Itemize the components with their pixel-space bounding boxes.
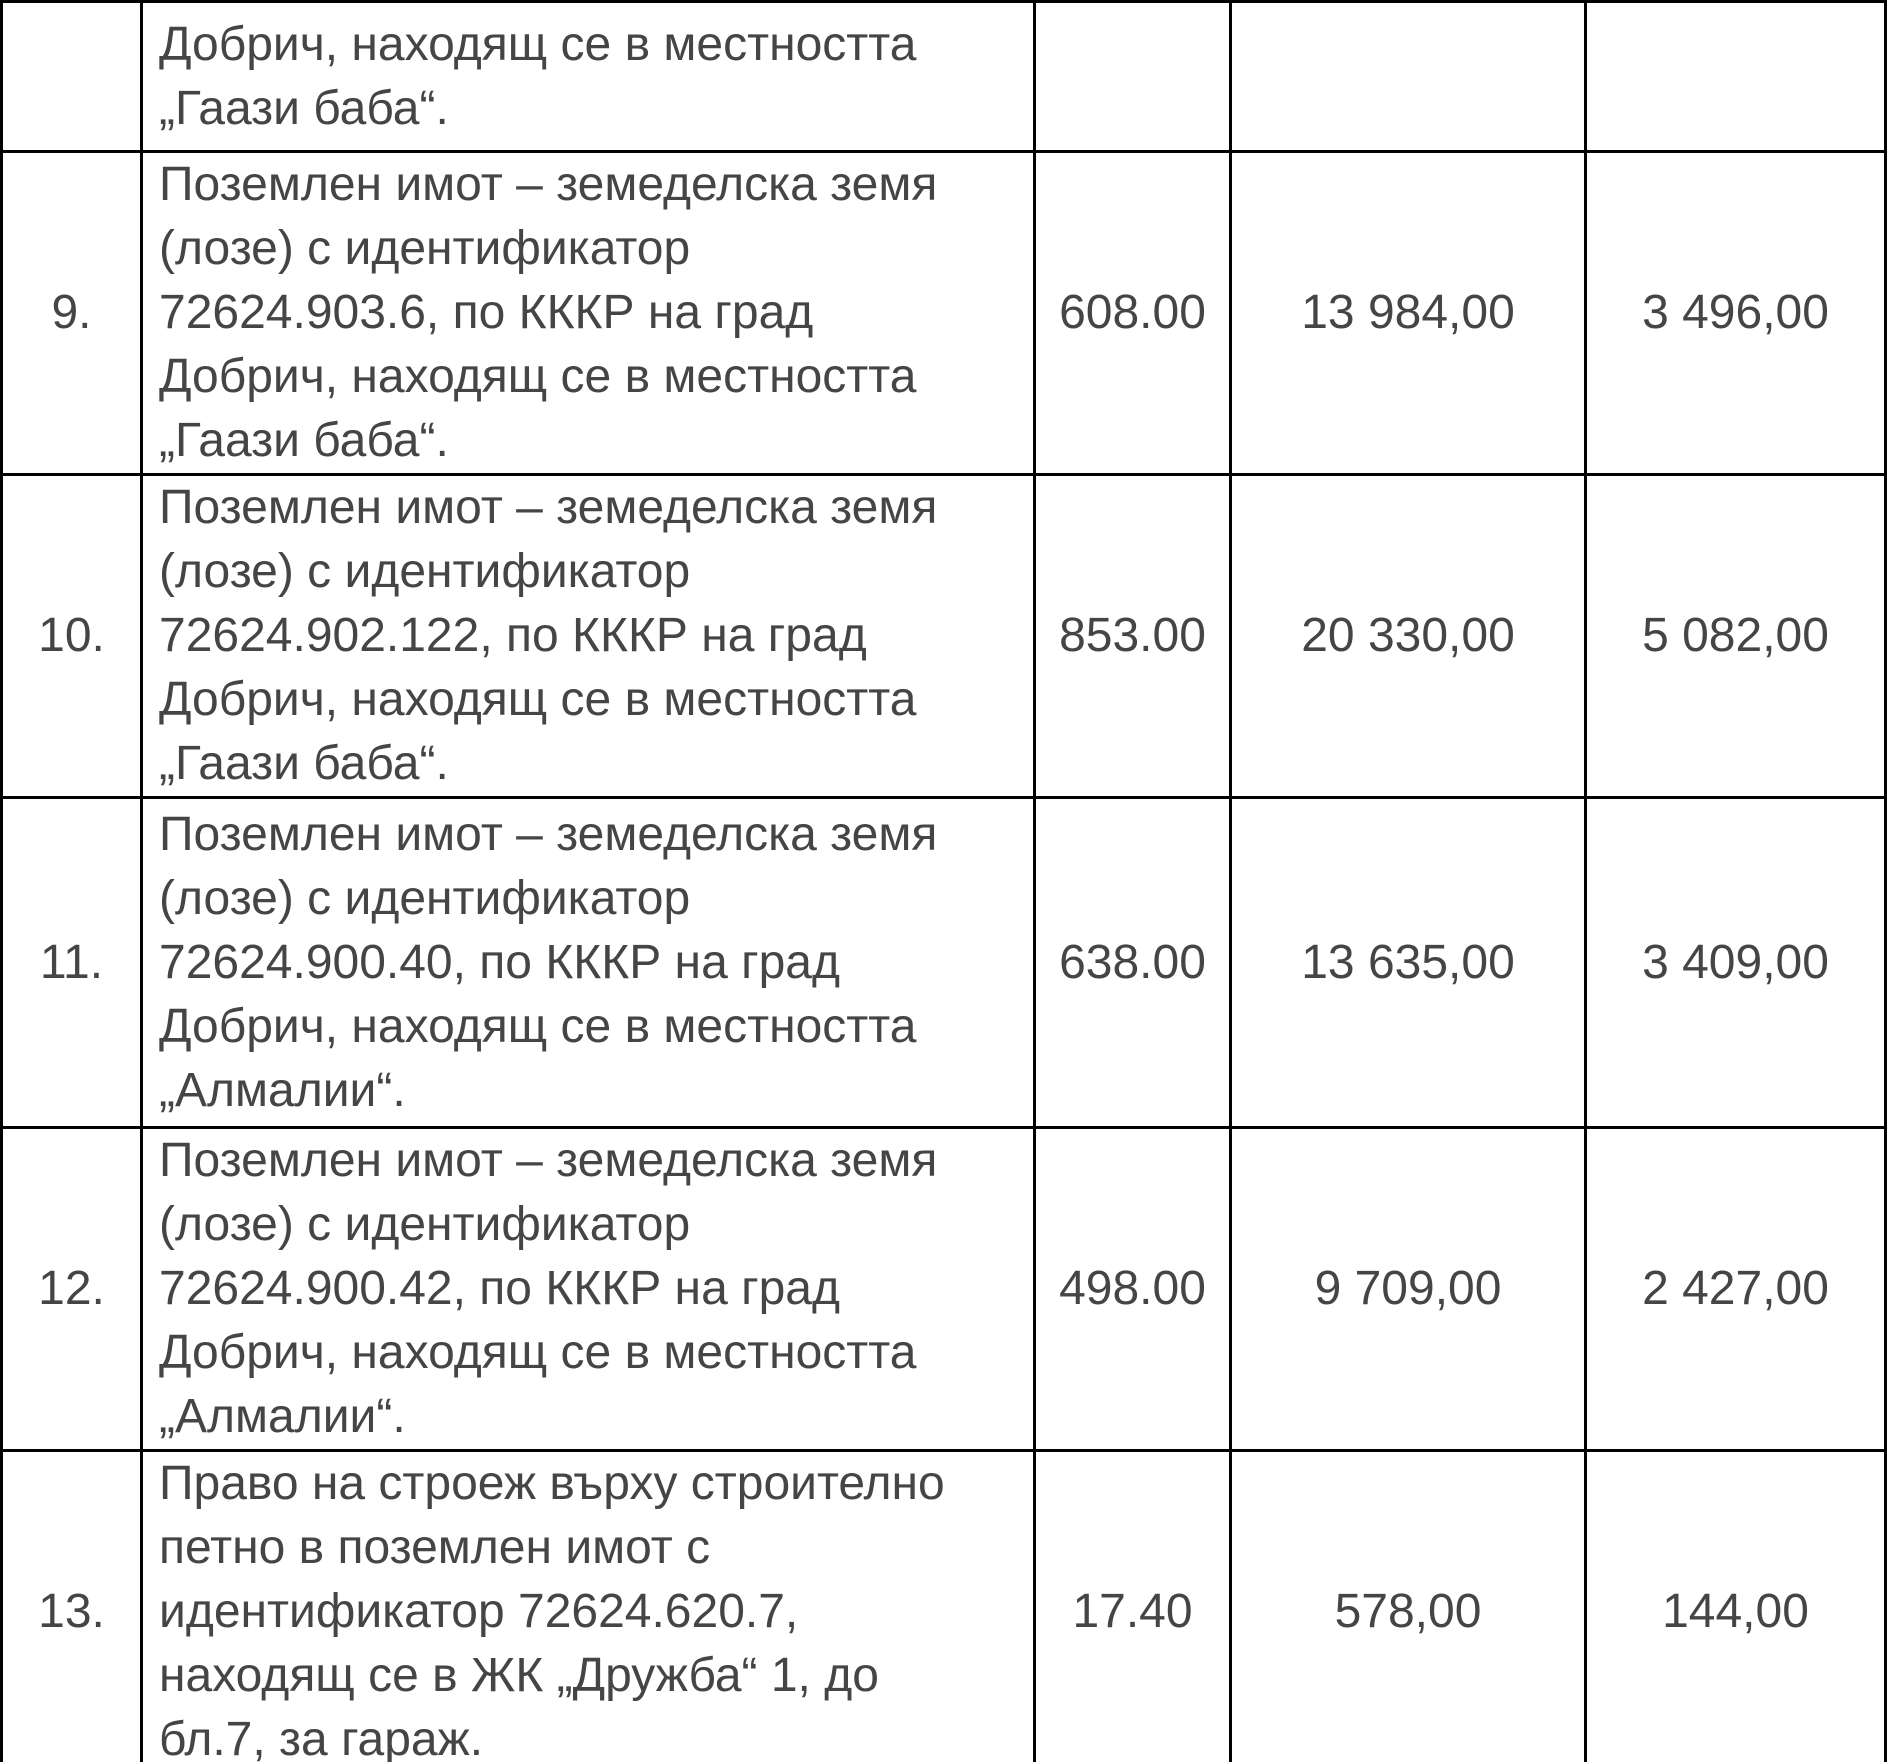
description-cell: Поземлен имот – земеделска земя (лозе) с… xyxy=(140,150,1036,476)
table-row-12: 12. Поземлен имот – земеделска земя (лоз… xyxy=(0,1126,1887,1452)
description-cell: Поземлен имот – земеделска земя (лозе) с… xyxy=(140,796,1036,1129)
value-cell-2 xyxy=(1229,0,1587,153)
value-cell-3: 2 427,00 xyxy=(1584,1126,1887,1452)
value-cell-2: 13 635,00 xyxy=(1229,796,1587,1129)
row-number-cell: 9. xyxy=(0,150,143,476)
row-number-cell xyxy=(0,0,143,153)
description-cell: Поземлен имот – земеделска земя (лозе) с… xyxy=(140,473,1036,799)
value-cell-2: 13 984,00 xyxy=(1229,150,1587,476)
description-cell: Поземлен имот – земеделска земя (лозе) с… xyxy=(140,1126,1036,1452)
table-row-9: 9. Поземлен имот – земеделска земя (лозе… xyxy=(0,150,1887,476)
value-cell-1 xyxy=(1033,0,1232,153)
description-cell: Добрич, находящ се в местността „Гаази б… xyxy=(140,0,1036,153)
value-cell-3: 3 409,00 xyxy=(1584,796,1887,1129)
row-number-cell: 12. xyxy=(0,1126,143,1452)
row-number-cell: 11. xyxy=(0,796,143,1129)
row-number-cell: 10. xyxy=(0,473,143,799)
table-row-continuation: Добрич, находящ се в местността „Гаази б… xyxy=(0,0,1887,153)
description-cell: Право на строеж върху строително петно в… xyxy=(140,1449,1036,1762)
value-cell-1: 608.00 xyxy=(1033,150,1232,476)
value-cell-3: 5 082,00 xyxy=(1584,473,1887,799)
value-cell-3: 3 496,00 xyxy=(1584,150,1887,476)
value-cell-2: 9 709,00 xyxy=(1229,1126,1587,1452)
table-row-11: 11. Поземлен имот – земеделска земя (лоз… xyxy=(0,796,1887,1129)
value-cell-1: 853.00 xyxy=(1033,473,1232,799)
value-cell-3 xyxy=(1584,0,1887,153)
row-number-cell: 13. xyxy=(0,1449,143,1762)
value-cell-2: 20 330,00 xyxy=(1229,473,1587,799)
table-row-10: 10. Поземлен имот – земеделска земя (лоз… xyxy=(0,473,1887,799)
value-cell-3: 144,00 xyxy=(1584,1449,1887,1762)
value-cell-1: 17.40 xyxy=(1033,1449,1232,1762)
value-cell-2: 578,00 xyxy=(1229,1449,1587,1762)
table-row-13: 13. Право на строеж върху строително пет… xyxy=(0,1449,1887,1762)
value-cell-1: 638.00 xyxy=(1033,796,1232,1129)
value-cell-1: 498.00 xyxy=(1033,1126,1232,1452)
